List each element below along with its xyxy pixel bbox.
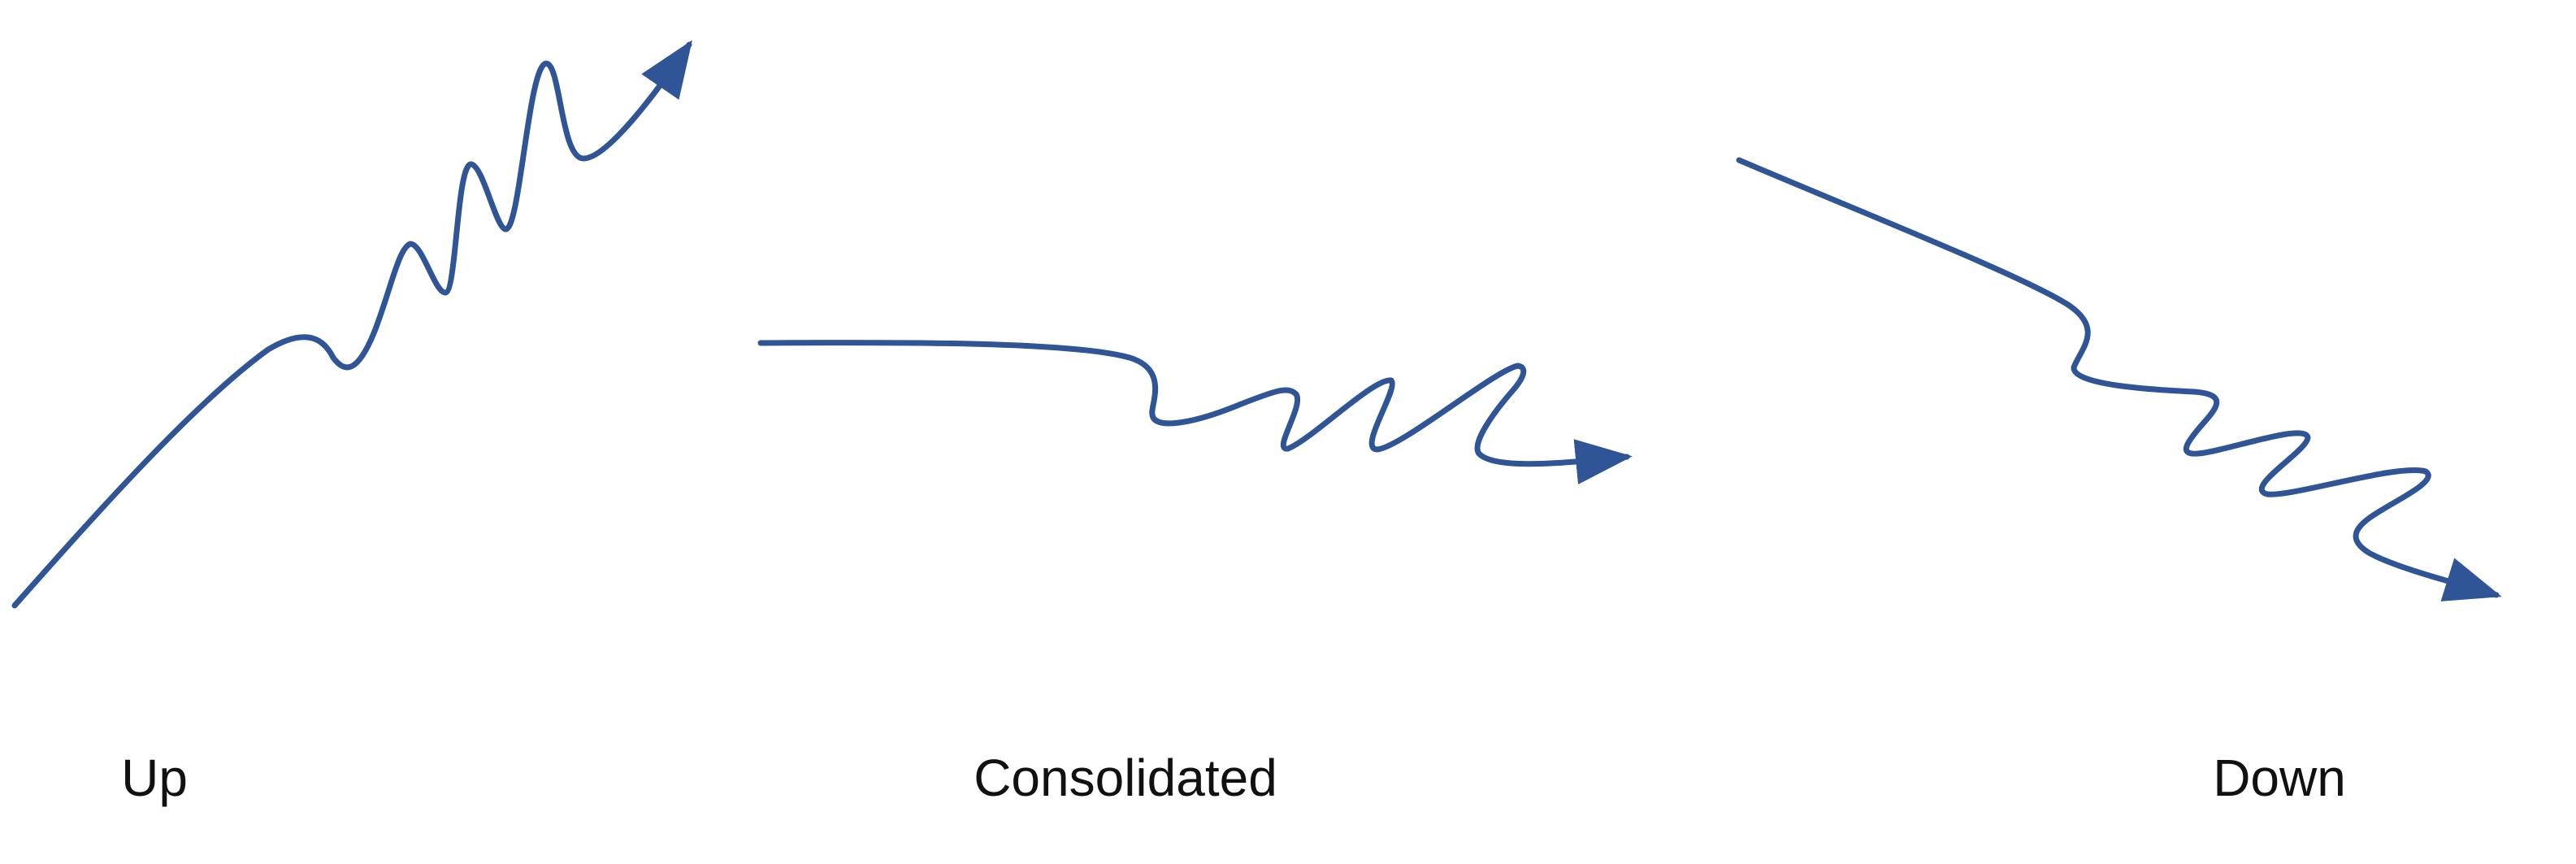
trend-label-consolidated: Consolidated (974, 749, 1277, 807)
trend-label-up: Up (121, 749, 188, 807)
trend-label-down: Down (2213, 749, 2346, 807)
upward-trend-arrow-icon (11, 40, 692, 609)
downward-trend-arrow-icon (1736, 157, 2502, 601)
sideways-trend-arrow-icon (757, 340, 1633, 484)
